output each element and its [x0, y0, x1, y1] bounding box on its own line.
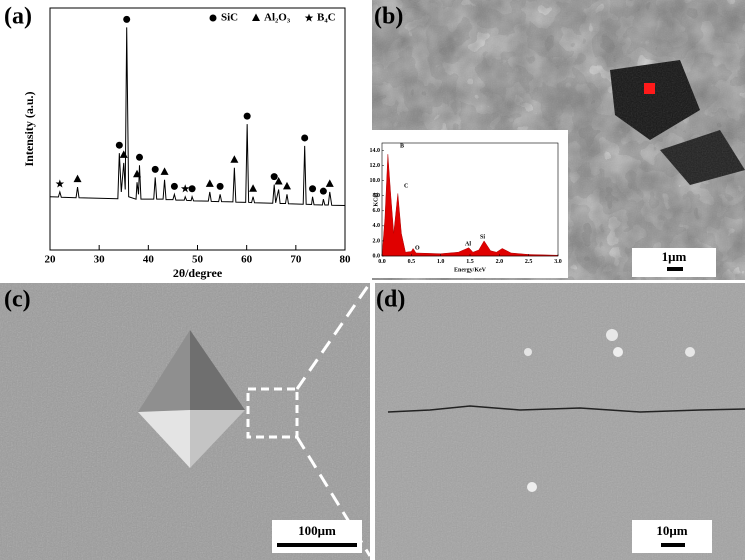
- scale-bar-box: [632, 520, 712, 553]
- x-axis-label: Energy/KeV: [454, 267, 487, 273]
- scale-bar-box: [632, 248, 716, 277]
- legend-label: B₄C: [317, 12, 336, 24]
- x-tick-label: 1.5: [466, 259, 474, 265]
- peak-marker: [160, 167, 169, 175]
- x-tick-label: 20: [45, 253, 57, 265]
- y-tick-label: 10.0: [370, 178, 381, 184]
- x-tick-label: 0.0: [378, 259, 386, 265]
- indent-face: [138, 330, 190, 412]
- peak-marker: [230, 155, 239, 163]
- peak-label: O: [415, 245, 420, 251]
- y-tick-label: 0.0: [373, 253, 381, 259]
- y-tick-label: 4.0: [373, 223, 381, 229]
- panel-label: (d): [376, 287, 405, 313]
- x-tick-label: 60: [241, 253, 253, 265]
- scale-bar-box: [272, 520, 362, 553]
- x-tick-label: 0.5: [408, 259, 416, 265]
- peak-label: B: [400, 143, 404, 149]
- x-tick-label: 30: [94, 253, 106, 265]
- y-axis-label: KCnt: [373, 192, 379, 206]
- legend-symbol: [304, 13, 314, 22]
- peak-marker: [216, 182, 224, 190]
- peak-marker: [243, 112, 251, 120]
- particle: [685, 347, 695, 357]
- particle: [527, 482, 537, 492]
- peak-marker: [119, 150, 128, 158]
- peak-marker: [301, 134, 309, 142]
- x-axis-label: 2θ/degree: [173, 266, 223, 280]
- indent-face: [138, 410, 190, 468]
- particle: [606, 329, 618, 341]
- peak-marker: [274, 177, 283, 185]
- sem-noise: [375, 283, 745, 560]
- peak-marker: [135, 153, 143, 161]
- peak-marker: [325, 179, 334, 187]
- y-tick-label: 12.0: [370, 163, 381, 169]
- sem-image-c: [0, 283, 370, 560]
- y-tick-label: 14.0: [370, 148, 381, 154]
- legend-symbol: [252, 13, 260, 21]
- plot-frame: [49, 7, 346, 251]
- x-tick-label: 70: [290, 253, 302, 265]
- peak-marker: [249, 184, 258, 192]
- particle: [524, 348, 532, 356]
- scale-bar-label: 100μm: [298, 523, 336, 538]
- panel-label: (c): [4, 287, 31, 313]
- x-tick-label: 40: [143, 253, 155, 265]
- indent-face: [190, 410, 245, 468]
- peak-marker: [123, 15, 131, 23]
- peak-label: C: [404, 183, 408, 189]
- indent-face: [190, 330, 245, 410]
- legend-symbol: [209, 14, 217, 22]
- y-tick-label: 2.0: [373, 238, 381, 244]
- peak-marker: [170, 182, 178, 190]
- sem-image-d: [375, 283, 745, 560]
- peak-marker: [270, 173, 278, 181]
- legend-label: SiC: [221, 12, 238, 24]
- scale-bar-label: 1μm: [662, 249, 687, 264]
- peak-marker: [205, 179, 214, 187]
- peak-marker: [309, 185, 317, 193]
- x-tick-label: 3.0: [554, 259, 562, 265]
- particle: [613, 347, 623, 357]
- legend-label: Al₂O₃: [264, 12, 291, 24]
- zoom-box: [246, 387, 299, 439]
- x-tick-label: 50: [192, 253, 204, 265]
- eds-spectrum: [381, 154, 559, 257]
- x-tick-label: 1.0: [437, 259, 445, 265]
- peak-marker: [55, 179, 65, 188]
- peak-marker: [151, 165, 159, 173]
- y-axis-label: Intensity (a.u.): [22, 91, 36, 166]
- scale-bar: [667, 267, 683, 271]
- peak-marker: [115, 141, 123, 149]
- peak-label: Si: [480, 234, 485, 240]
- y-tick-label: 8.0: [373, 193, 381, 199]
- x-tick-label: 80: [340, 253, 352, 265]
- scale-bar: [661, 543, 685, 547]
- crack: [387, 405, 745, 413]
- xrd-line: [49, 27, 346, 206]
- peak-label: Al: [465, 241, 471, 247]
- peak-marker: [282, 181, 291, 190]
- x-tick-label: 2.0: [496, 259, 504, 265]
- peak-marker: [319, 187, 327, 195]
- y-tick-label: 6.0: [373, 208, 381, 214]
- panel-label: (b): [374, 4, 403, 30]
- peak-marker: [73, 174, 82, 183]
- scale-bar: [277, 543, 357, 547]
- peak-marker: [188, 185, 196, 193]
- scale-bar-label: 10μm: [656, 523, 687, 538]
- x-tick-label: 2.5: [525, 259, 533, 265]
- panel-label: (a): [4, 4, 32, 30]
- peak-marker: [133, 169, 142, 178]
- eds-spot: [644, 83, 655, 94]
- peak-marker: [180, 184, 190, 193]
